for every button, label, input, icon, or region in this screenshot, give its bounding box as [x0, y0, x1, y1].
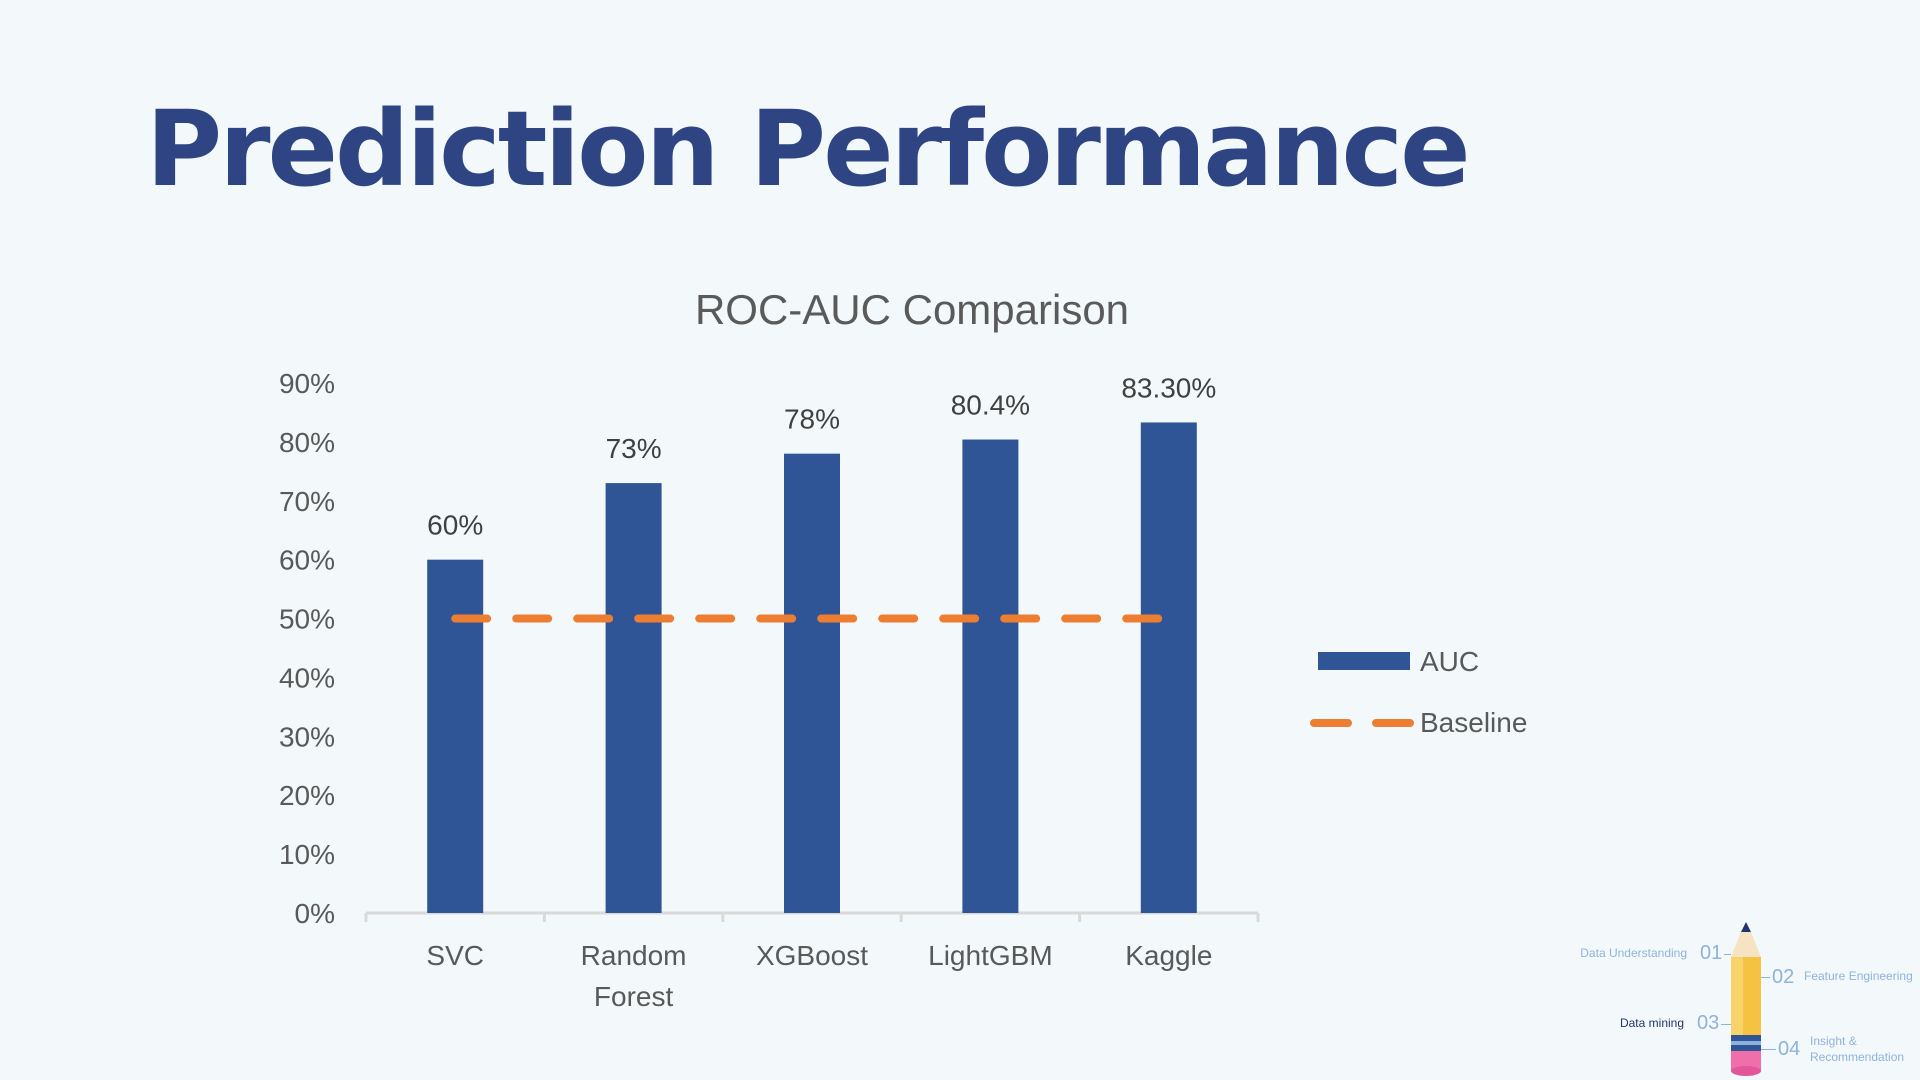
y-tick-label: 40% — [279, 662, 335, 693]
bar-auc — [962, 439, 1019, 913]
x-category-label: Kaggle — [1125, 940, 1212, 971]
y-tick-label: 60% — [279, 545, 335, 576]
legend-label-auc: AUC — [1420, 646, 1479, 677]
y-tick-label: 90% — [279, 368, 335, 399]
nav-step-1-number: 01 — [1700, 942, 1723, 964]
bar-series: 60% 73% 78% 80.4% 83.30% — [427, 372, 1216, 913]
y-tick-label: 50% — [279, 604, 335, 635]
y-axis: 0% 10% 20% 30% 40% 50% 60% 70% 80% 90% — [279, 368, 335, 929]
x-category-label: Random — [581, 940, 687, 971]
y-tick-label: 0% — [295, 898, 335, 929]
x-category-label: XGBoost — [756, 940, 868, 971]
legend: AUC Baseline — [1310, 646, 1527, 738]
nav-step-3-label: Data mining — [1619, 1016, 1684, 1030]
bar-data-label: 73% — [606, 433, 662, 464]
nav-step-2-tick — [1761, 977, 1770, 978]
bar-auc — [784, 453, 840, 913]
nav-step-1-tick — [1724, 954, 1731, 955]
bar-auc — [605, 483, 662, 913]
x-axis: SVC Random Forest XGBoost LightGBM Kaggle — [364, 911, 1260, 1012]
pencil-illustration — [1731, 922, 1761, 1076]
nav-step-3-tick — [1721, 1024, 1731, 1025]
y-tick-label: 30% — [279, 721, 335, 752]
bar-data-label: 60% — [427, 510, 483, 541]
x-category-label: LightGBM — [928, 940, 1053, 971]
nav-step-3-number: 03 — [1697, 1012, 1720, 1034]
y-tick-label: 80% — [279, 427, 335, 458]
bar-data-label: 83.30% — [1121, 372, 1216, 403]
nav-step-4-label-line2: Recommendation — [1810, 1050, 1905, 1064]
progress-nav: Data Understanding 01 02 Feature Enginee… — [1556, 915, 1920, 1080]
nav-step-1-label: Data Understanding — [1580, 946, 1687, 960]
bar-data-label: 78% — [784, 404, 840, 435]
legend-swatch-auc — [1318, 652, 1410, 670]
nav-step-4-label-line1: Insight & — [1810, 1034, 1857, 1048]
y-tick-label: 10% — [279, 839, 335, 870]
bar-auc — [1140, 422, 1197, 913]
nav-step-4-tick — [1761, 1049, 1776, 1050]
bar-data-label: 80.4% — [951, 390, 1030, 421]
y-tick-label: 70% — [279, 486, 335, 517]
x-category-label: SVC — [426, 940, 484, 971]
nav-step-4-number: 04 — [1778, 1038, 1801, 1060]
y-tick-label: 20% — [279, 780, 335, 811]
bar-auc — [427, 559, 484, 913]
chart-title: ROC-AUC Comparison — [695, 286, 1129, 333]
legend-label-baseline: Baseline — [1420, 707, 1527, 738]
x-category-label: Forest — [594, 981, 674, 1012]
nav-step-2-number: 02 — [1772, 966, 1795, 988]
nav-step-2-label: Feature Engineering — [1804, 969, 1913, 983]
slide-title: Prediction Performance — [146, 88, 1471, 210]
